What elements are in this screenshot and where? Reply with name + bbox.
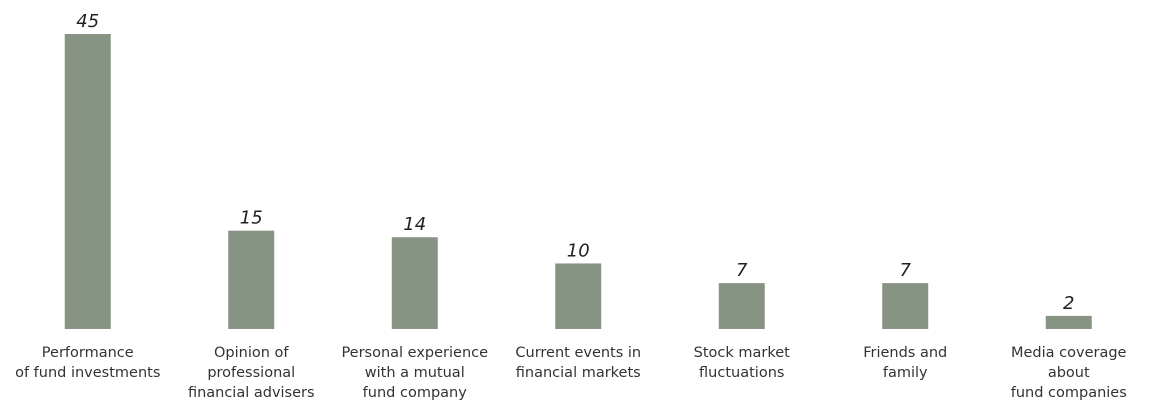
value-label: 10 [567,240,590,261]
bar [882,283,929,329]
value-label: 2 [1063,293,1074,314]
bar [391,237,438,329]
x-tick-label: Media coverage about fund companies [1010,345,1127,401]
value-label: 14 [403,214,426,235]
x-tick-label: Stock market fluctuations [693,345,790,381]
bar [228,230,275,329]
value-label: 7 [900,260,912,281]
value-label: 15 [240,208,263,229]
value-label: 7 [736,260,748,281]
bar [555,263,602,329]
x-tick-label: Personal experience with a mutual fund c… [341,345,489,401]
x-tick-label: Friends and family [863,345,948,381]
x-tick-label: Opinion of professional financial advise… [187,345,315,401]
x-tick-label: Current events in financial markets [515,345,642,381]
bar [718,283,765,329]
bar [64,34,111,329]
x-tick-label: Performance of fund investments [15,345,161,381]
bar [1045,315,1092,329]
value-label: 45 [76,11,99,32]
